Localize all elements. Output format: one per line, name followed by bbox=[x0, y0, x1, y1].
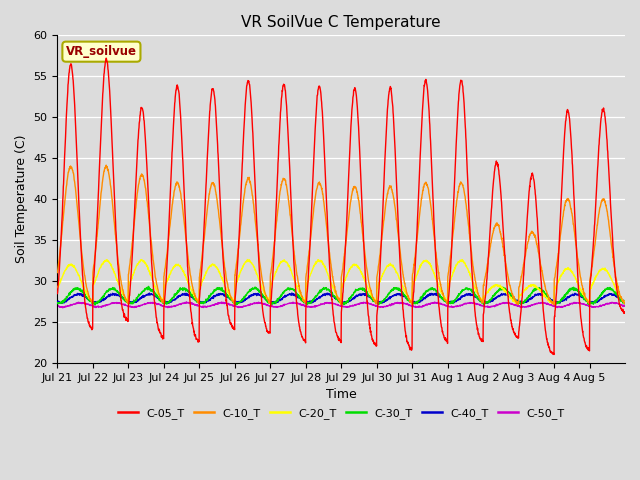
Legend: C-05_T, C-10_T, C-20_T, C-30_T, C-40_T, C-50_T: C-05_T, C-10_T, C-20_T, C-30_T, C-40_T, … bbox=[113, 403, 569, 423]
Title: VR SoilVue C Temperature: VR SoilVue C Temperature bbox=[241, 15, 441, 30]
X-axis label: Time: Time bbox=[326, 388, 356, 401]
Text: VR_soilvue: VR_soilvue bbox=[66, 45, 137, 58]
Y-axis label: Soil Temperature (C): Soil Temperature (C) bbox=[15, 135, 28, 264]
